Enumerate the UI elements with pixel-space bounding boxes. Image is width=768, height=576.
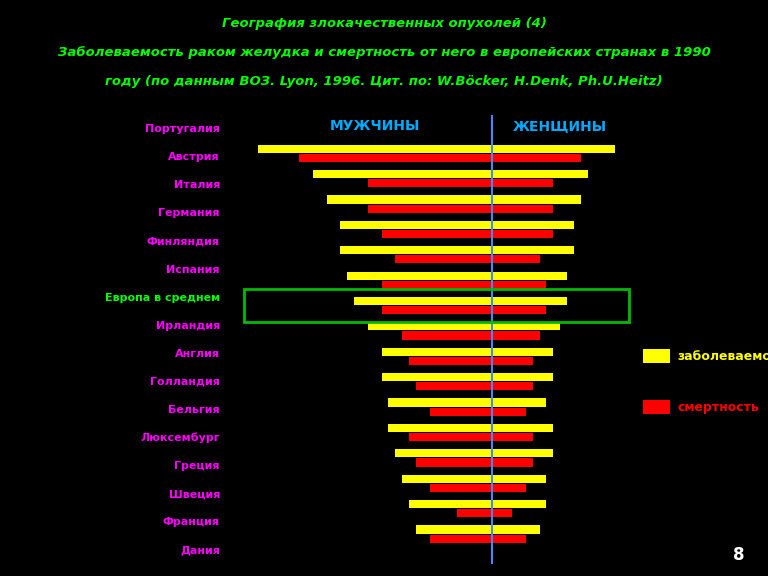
Bar: [492, 357, 533, 365]
Bar: [409, 357, 492, 365]
Text: Австрия: Австрия: [168, 152, 220, 162]
Text: 8: 8: [733, 547, 745, 564]
Bar: [326, 195, 492, 203]
Bar: [382, 348, 492, 356]
Bar: [492, 525, 540, 533]
Bar: [492, 246, 574, 254]
Bar: [492, 373, 554, 381]
Text: Португалия: Португалия: [145, 124, 220, 134]
Text: Бельгия: Бельгия: [168, 405, 220, 415]
Bar: [416, 382, 492, 391]
Text: году (по данным ВОЗ. Lyon, 1996. Цит. по: W.Böcker, H.Denk, Ph.U.Heitz): году (по данным ВОЗ. Lyon, 1996. Цит. по…: [105, 75, 663, 88]
Bar: [492, 399, 547, 407]
Bar: [492, 306, 547, 314]
Bar: [340, 221, 492, 229]
Bar: [354, 297, 492, 305]
Bar: [492, 255, 540, 263]
Text: МУЖЧИНЫ: МУЖЧИНЫ: [329, 119, 420, 133]
Bar: [492, 271, 567, 280]
Bar: [416, 525, 492, 533]
Bar: [347, 271, 492, 280]
Text: Греция: Греция: [174, 461, 220, 471]
Text: Европа в среднем: Европа в среднем: [104, 293, 220, 303]
Bar: [368, 323, 492, 331]
Bar: [258, 145, 492, 153]
Bar: [382, 281, 492, 289]
Bar: [492, 424, 554, 432]
Bar: [492, 500, 547, 508]
Bar: [396, 449, 492, 457]
Text: ЖЕНЩИНЫ: ЖЕНЩИНЫ: [513, 119, 607, 133]
Bar: [429, 535, 492, 543]
Text: Заболеваемость раком желудка и смертность от него в европейских странах в 1990: Заболеваемость раком желудка и смертност…: [58, 46, 710, 59]
Bar: [492, 195, 581, 203]
Bar: [492, 348, 554, 356]
Text: Дания: Дания: [180, 545, 220, 555]
Bar: [643, 400, 670, 414]
Text: Люксембург: Люксембург: [141, 433, 220, 444]
Text: Италия: Италия: [174, 180, 220, 191]
Bar: [382, 230, 492, 238]
Bar: [492, 408, 526, 416]
Bar: [643, 350, 670, 363]
Bar: [492, 154, 581, 162]
Bar: [492, 179, 554, 187]
Text: Англия: Англия: [175, 349, 220, 359]
Bar: [382, 306, 492, 314]
Bar: [492, 204, 554, 213]
Bar: [429, 484, 492, 492]
Bar: [492, 221, 574, 229]
Bar: [492, 535, 526, 543]
Bar: [492, 230, 554, 238]
Text: Германия: Германия: [158, 209, 220, 218]
Bar: [368, 204, 492, 213]
Bar: [402, 331, 492, 340]
Text: Швеция: Швеция: [169, 489, 220, 499]
Bar: [457, 509, 492, 517]
Bar: [368, 179, 492, 187]
Bar: [492, 509, 512, 517]
Bar: [492, 382, 533, 391]
Text: Испания: Испания: [167, 264, 220, 275]
Bar: [492, 484, 526, 492]
Bar: [492, 475, 547, 483]
Bar: [429, 408, 492, 416]
Bar: [492, 449, 554, 457]
Bar: [492, 331, 540, 340]
Text: Голландия: Голландия: [150, 377, 220, 387]
Bar: [492, 323, 560, 331]
Bar: [389, 424, 492, 432]
Bar: [299, 154, 492, 162]
Bar: [396, 255, 492, 263]
Text: Ирландия: Ирландия: [156, 321, 220, 331]
Text: География злокачественных опухолей (4): География злокачественных опухолей (4): [221, 17, 547, 31]
Text: смертность: смертность: [677, 400, 759, 414]
Bar: [492, 433, 533, 441]
Bar: [244, 289, 629, 322]
Bar: [313, 170, 492, 178]
Bar: [402, 475, 492, 483]
Bar: [492, 145, 615, 153]
Bar: [409, 433, 492, 441]
Text: Франция: Франция: [163, 517, 220, 528]
Bar: [340, 246, 492, 254]
Bar: [492, 281, 547, 289]
Text: заболеваемость: заболеваемость: [677, 350, 768, 363]
Bar: [416, 458, 492, 467]
Bar: [492, 170, 588, 178]
Bar: [409, 500, 492, 508]
Bar: [382, 373, 492, 381]
Text: Финляндия: Финляндия: [147, 237, 220, 247]
Bar: [389, 399, 492, 407]
Bar: [492, 297, 567, 305]
Bar: [492, 458, 533, 467]
